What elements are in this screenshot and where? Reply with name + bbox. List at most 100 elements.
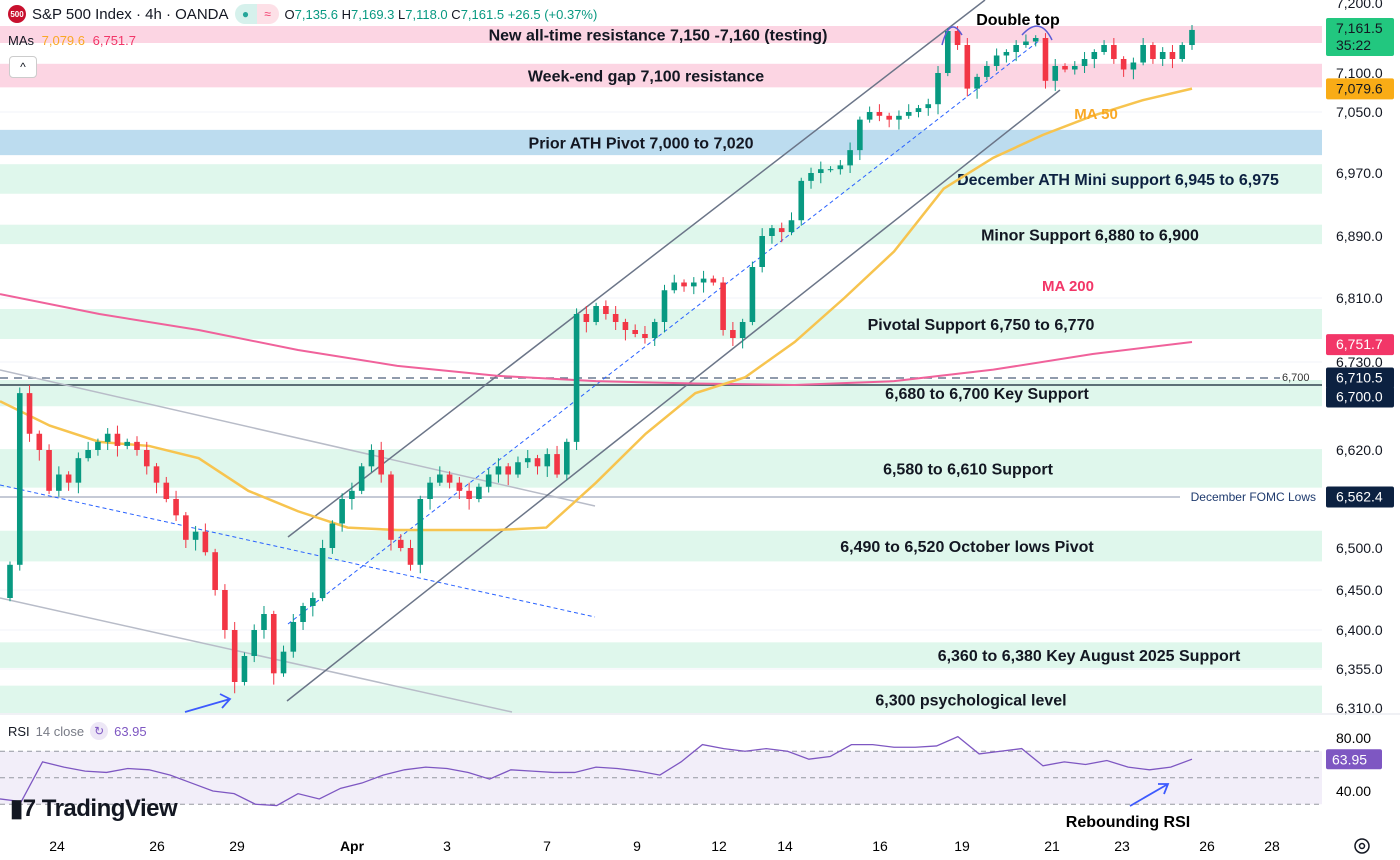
zone-support [0,449,1322,488]
fomc-label: December FOMC Lows [1191,490,1316,504]
rsi-label: RSI [8,723,30,739]
price-tick-label: 6,400.0 [1336,622,1383,638]
zone-support [0,380,1322,407]
candle-down [1169,52,1176,59]
candle-up [124,441,131,446]
candle-down [1150,45,1156,59]
candle-down [642,334,648,338]
candle-down [378,450,385,475]
ma200-value: 6,751.7 [92,33,136,48]
delayed-data-icon: ≈ [256,4,279,24]
candle-up [280,651,287,674]
candle-up [827,169,834,171]
date-tick-label: 26 [149,838,165,854]
candle-up [1159,52,1166,59]
candle-down [231,630,238,682]
rsi-line [0,735,1193,807]
candle-down [612,314,619,322]
candle-down [720,282,726,330]
price-tick-label: 6,500.0 [1336,540,1383,556]
candle-up [192,531,199,540]
date-tick-label: 12 [711,838,727,854]
candle-down [505,466,511,475]
candle-up [691,282,697,287]
candle-up [75,458,82,483]
candle-down [681,282,687,287]
candle-up [261,614,267,630]
candle-down [1111,45,1117,59]
candle-down [134,441,140,450]
candle-up [564,441,570,475]
candle-up [944,31,951,73]
price-badge-value: 6,751.7 [1336,336,1383,352]
candle-down [407,548,414,565]
candle-up [661,290,668,322]
candle-down [964,45,971,89]
price-badge [1326,386,1394,408]
zone-label: Minor Support 6,880 to 6,900 [981,227,1199,244]
zone-resistance [0,26,1322,43]
date-tick-label: 23 [1114,838,1130,854]
candle-down [466,490,472,499]
double-top-label: Double top [976,12,1060,29]
market-status-pill[interactable]: ● ≈ [234,4,279,24]
candle-up [1081,59,1088,66]
date-tick-label: Apr [340,838,365,854]
candle-up [817,169,824,173]
rsi-params: 14 close [35,723,85,739]
price-badge-value: 6,562.4 [1336,489,1383,505]
price-badge-value: 7,161.5 [1336,20,1383,36]
candle-up [310,598,316,606]
zone-support [0,224,1322,245]
candle-up [847,150,853,166]
candle-down [876,112,883,116]
candle-up [251,630,258,656]
symbol-title[interactable]: S&P 500 Index · 4h · OANDA [32,5,229,23]
candle-down [954,31,961,45]
candle-up [915,108,922,112]
rsi-legend[interactable]: RSI 14 close ↻ 63.95 [8,722,147,740]
zone-pivot [0,129,1322,156]
gear-icon[interactable] [1354,838,1370,854]
level-6700-label: 6,700 [1282,372,1310,384]
candle-up [700,278,707,283]
candle-down [1042,38,1049,81]
gear-icon-center [1358,842,1366,850]
tradingview-watermark: ▮7 TradingView [10,795,178,822]
candle-down [222,590,228,630]
rebounding-rsi-label: Rebounding RSI [1066,814,1190,831]
zone-label: 6,580 to 6,610 Support [883,461,1054,478]
price-badge [1326,367,1394,389]
candle-up [95,441,101,450]
candle-up [573,314,580,442]
candle-up [1013,45,1019,52]
candle-up [56,474,62,491]
candle-up [1071,66,1078,70]
candle-up [476,486,482,499]
trendline [287,0,986,538]
candle-up [739,322,746,338]
candle-down [163,482,170,499]
candle-down [1062,66,1068,70]
candle-up [896,115,902,120]
zone-label: December ATH Mini support 6,945 to 6,975 [957,172,1279,189]
zone-label: Prior ATH Pivot 7,000 to 7,020 [529,136,754,153]
candle-up [857,119,863,151]
trendline [286,89,1061,702]
price-badge [1326,17,1394,56]
candle-down [622,322,629,330]
candle-up [1052,66,1059,81]
candle-up [1101,45,1107,52]
price-tick-label: 7,200.0 [1336,0,1383,11]
candle-up [339,499,345,524]
candle-down [270,614,277,674]
candle-up [993,55,1000,66]
candle-down [583,314,590,322]
collapse-legend-button[interactable]: ^ [9,56,37,78]
candle-down [1120,59,1127,70]
rsi-tick-label: 40.00 [1336,783,1371,799]
candle-down [388,474,394,540]
ma-legend[interactable]: MAs 7,079.6 6,751.7 [8,33,136,48]
price-badge [1326,486,1394,508]
